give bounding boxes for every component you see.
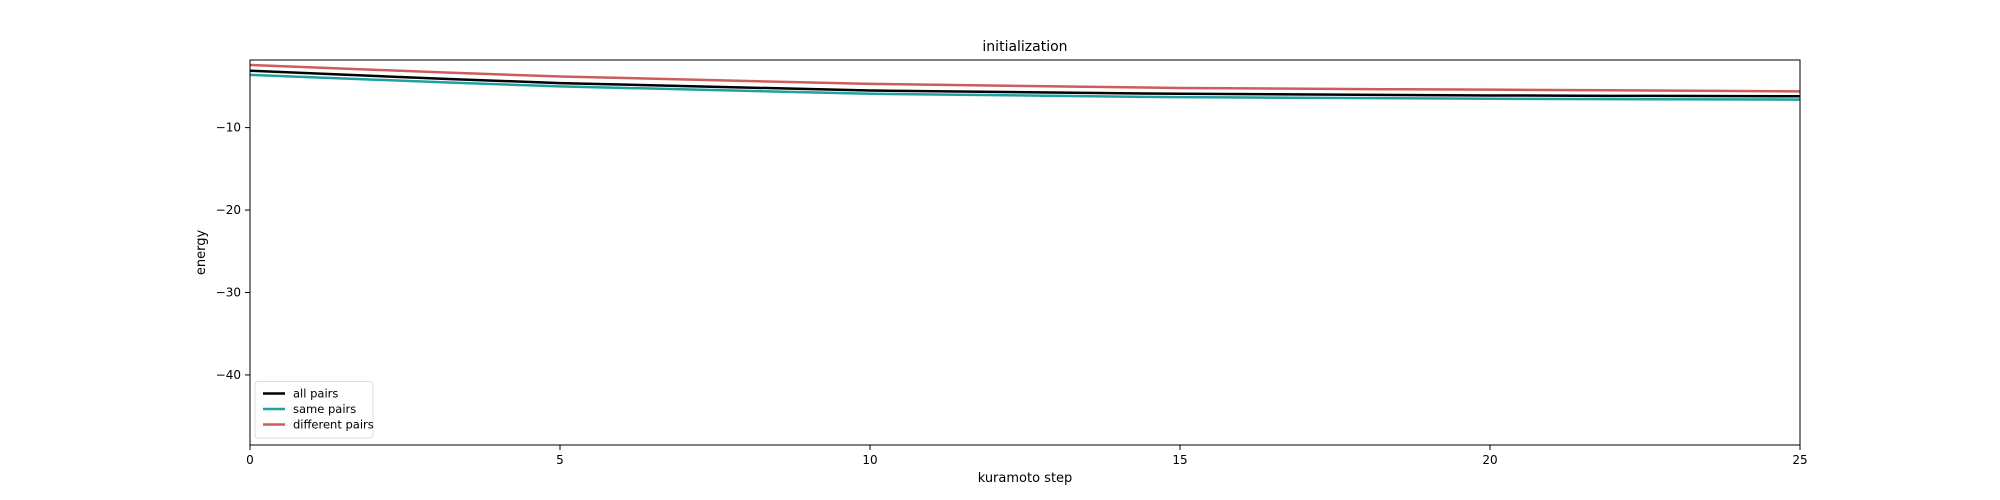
series-line-all-pairs — [249, 69, 1801, 98]
plot-frame — [249, 59, 1801, 446]
legend-entry-label: different pairs — [293, 418, 374, 432]
legend-entry-label: all pairs — [293, 387, 338, 401]
y-tick-label: −40 — [216, 368, 241, 382]
x-tick-label: 5 — [556, 453, 564, 467]
series-line-same-pairs — [249, 73, 1801, 101]
legend-entry-label: same pairs — [293, 402, 356, 416]
chart-title: initialization — [982, 39, 1067, 55]
x-tick-label: 25 — [1792, 453, 1807, 467]
y-tick-label: −20 — [216, 203, 241, 217]
x-tick-label: 10 — [862, 453, 877, 467]
x-tick-label: 15 — [1172, 453, 1187, 467]
x-axis-ticks: 0 5 10 15 20 25 — [246, 445, 1808, 467]
series-lines — [249, 63, 1801, 101]
series-line-different-pairs — [249, 63, 1801, 93]
x-axis-label: kuramoto step — [978, 471, 1073, 486]
y-axis-ticks: −10 −20 −30 −40 — [216, 121, 250, 382]
y-tick-label: −30 — [216, 285, 241, 299]
y-tick-label: −10 — [216, 121, 241, 135]
x-tick-label: 20 — [1482, 453, 1497, 467]
x-tick-label: 0 — [246, 453, 254, 467]
y-axis-label: energy — [194, 230, 209, 276]
